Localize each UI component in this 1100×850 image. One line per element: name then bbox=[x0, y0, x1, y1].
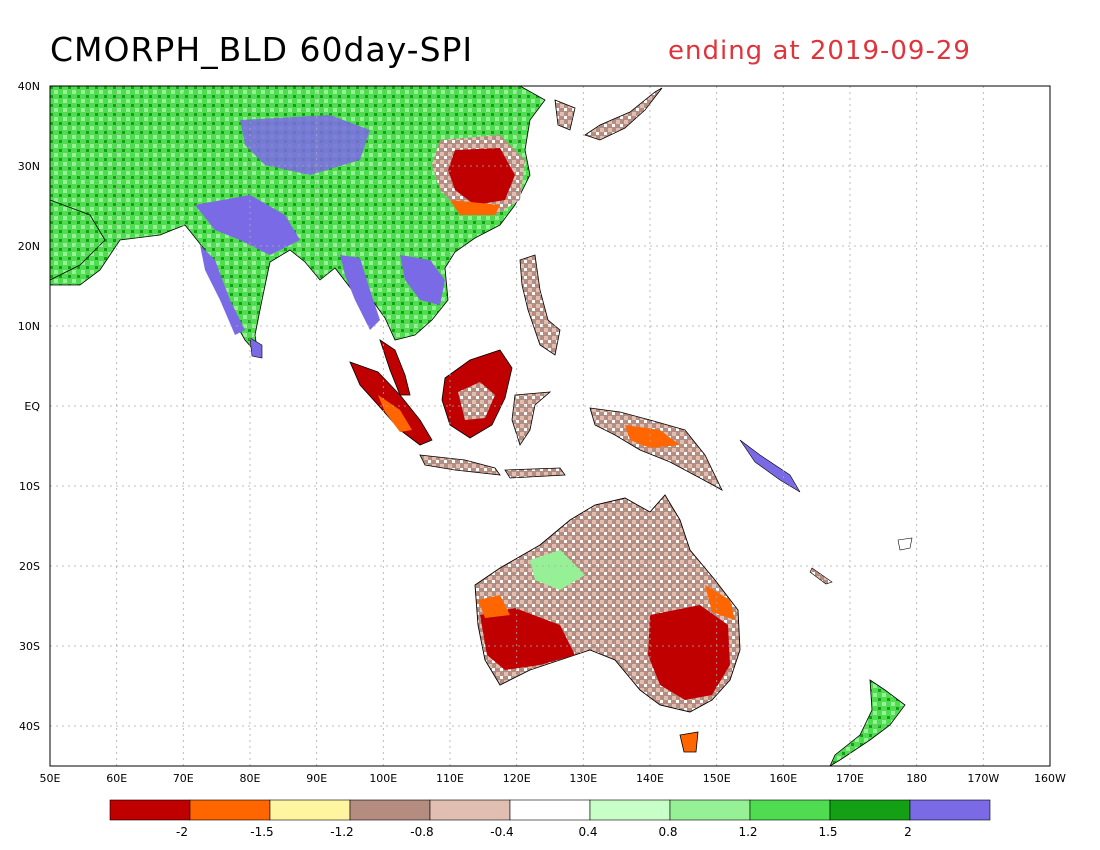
x-tick-label: 100E bbox=[369, 772, 397, 785]
y-tick-label: 20N bbox=[18, 240, 40, 253]
map-date: ending at 2019-09-29 bbox=[668, 36, 971, 66]
colorbar-swatch bbox=[429, 799, 511, 821]
wet-patch-tibet bbox=[240, 115, 370, 175]
colorbar-swatch bbox=[909, 799, 991, 821]
colorbar: -2 -1.5 -1.2 -0.8 -0.4 0.4 0.8 1.2 1.5 2 bbox=[109, 799, 991, 839]
colorbar-swatch bbox=[109, 799, 191, 821]
x-tick-label: 160W bbox=[1034, 772, 1066, 785]
colorbar-swatch bbox=[349, 799, 431, 821]
sumatra-edge bbox=[378, 395, 412, 432]
solomon-islands bbox=[739, 439, 801, 493]
wet-patch-indochina bbox=[400, 255, 445, 305]
australia-east-edge bbox=[705, 585, 735, 620]
y-tick-label: 40S bbox=[19, 720, 40, 733]
new-zealand bbox=[829, 679, 906, 766]
borneo-inner bbox=[458, 382, 495, 420]
x-tick-label: 140E bbox=[636, 772, 664, 785]
wet-patch-india bbox=[200, 245, 245, 335]
new-guinea bbox=[589, 407, 723, 491]
colorbar-swatch bbox=[829, 799, 911, 821]
java bbox=[419, 454, 501, 476]
australia-southeast-dry bbox=[648, 605, 730, 700]
australia-west-edge bbox=[478, 595, 510, 618]
colorbar-swatch bbox=[749, 799, 831, 821]
colorbar-swatch bbox=[509, 799, 591, 821]
sri-lanka bbox=[249, 337, 263, 359]
y-tick-label: 30S bbox=[19, 640, 40, 653]
x-tick-label: 150E bbox=[703, 772, 731, 785]
new-guinea-dry bbox=[625, 425, 680, 448]
colorbar-label: -0.8 bbox=[410, 825, 433, 839]
colorbar-swatch bbox=[669, 799, 751, 821]
y-tick-label: 20S bbox=[19, 560, 40, 573]
wet-patch-himalaya bbox=[195, 195, 300, 255]
y-axis-labels: 40N 30N 20N 10N EQ 10S 20S 30S 40S bbox=[18, 80, 41, 733]
colorbar-label: 0.8 bbox=[658, 825, 677, 839]
new-caledonia bbox=[809, 567, 833, 585]
x-axis-labels: 50E 60E 70E 80E 90E 100E 110E 120E 130E … bbox=[40, 772, 1067, 785]
wet-patch-burma bbox=[340, 255, 380, 330]
arabia-edge bbox=[50, 199, 106, 281]
x-tick-label: 60E bbox=[106, 772, 127, 785]
china-dry-edge bbox=[450, 200, 500, 215]
lesser-sunda bbox=[504, 467, 566, 479]
china-severe-dry bbox=[448, 148, 515, 205]
colorbar-label: -1.2 bbox=[330, 825, 353, 839]
x-tick-label: 130E bbox=[569, 772, 597, 785]
tasmania bbox=[679, 731, 699, 753]
australia-southwest-dry bbox=[480, 608, 575, 670]
y-tick-label: 10S bbox=[19, 480, 40, 493]
map-title: CMORPH_BLD 60day-SPI bbox=[50, 30, 474, 69]
colorbar-label: 0.4 bbox=[578, 825, 597, 839]
japan bbox=[584, 87, 663, 141]
colorbar-swatch bbox=[189, 799, 271, 821]
grid bbox=[50, 86, 1050, 766]
korea bbox=[554, 99, 576, 131]
colorbar-swatch bbox=[269, 799, 351, 821]
x-tick-label: 110E bbox=[436, 772, 464, 785]
map-land bbox=[50, 86, 913, 766]
colorbar-label: 1.5 bbox=[818, 825, 837, 839]
x-tick-label: 70E bbox=[173, 772, 194, 785]
colorbar-label: -1.5 bbox=[250, 825, 273, 839]
colorbar-label: 2 bbox=[904, 825, 912, 839]
colorbar-label: -0.4 bbox=[490, 825, 513, 839]
x-tick-label: 90E bbox=[306, 772, 327, 785]
australia-central-wet bbox=[530, 550, 585, 590]
colorbar-swatch bbox=[589, 799, 671, 821]
x-tick-label: 170W bbox=[967, 772, 999, 785]
x-tick-label: 170E bbox=[836, 772, 864, 785]
colorbar-label: 1.2 bbox=[738, 825, 757, 839]
x-tick-label: 80E bbox=[240, 772, 261, 785]
x-tick-label: 120E bbox=[503, 772, 531, 785]
colorbar-label: -2 bbox=[176, 825, 188, 839]
fiji bbox=[897, 537, 913, 551]
x-tick-label: 50E bbox=[40, 772, 61, 785]
y-tick-label: 40N bbox=[18, 80, 40, 93]
philippines bbox=[519, 254, 561, 356]
y-tick-label: 30N bbox=[18, 160, 40, 173]
x-tick-label: 180 bbox=[906, 772, 927, 785]
x-tick-label: 160E bbox=[769, 772, 797, 785]
y-tick-label: EQ bbox=[24, 400, 40, 413]
sulawesi bbox=[511, 391, 552, 446]
malay-peninsula bbox=[379, 339, 411, 396]
sumatra bbox=[349, 361, 433, 446]
y-tick-label: 10N bbox=[18, 320, 40, 333]
